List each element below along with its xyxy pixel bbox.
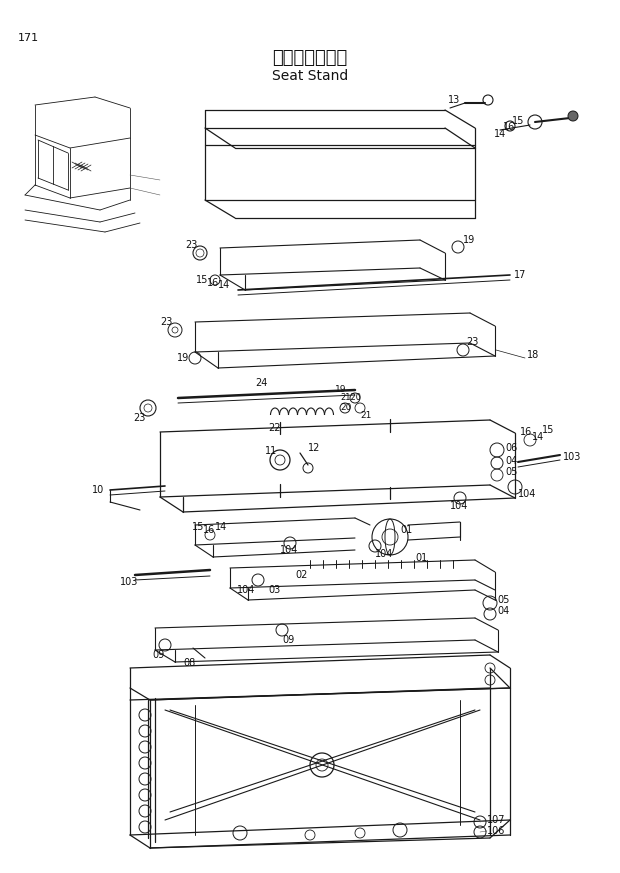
Text: 15: 15 [196,275,208,285]
Text: 23: 23 [160,317,172,327]
Text: 02: 02 [295,570,308,580]
Text: 11: 11 [265,446,277,456]
Text: 19: 19 [463,235,476,245]
Text: 09: 09 [152,650,164,660]
Text: 104: 104 [237,585,255,595]
Text: 104: 104 [518,489,536,499]
Text: 21: 21 [360,410,371,420]
Text: 104: 104 [280,545,298,555]
Text: 16: 16 [203,525,215,535]
Text: 13: 13 [448,95,460,105]
Text: 12: 12 [308,443,321,453]
Text: 15: 15 [192,522,205,532]
Text: 171: 171 [18,33,39,43]
Text: 15: 15 [542,425,554,435]
Text: 14: 14 [218,280,230,290]
Text: 10: 10 [92,485,104,495]
Text: 14: 14 [494,129,507,139]
Text: 23: 23 [185,240,197,250]
Text: 16: 16 [520,427,532,437]
Text: 09: 09 [282,635,294,645]
Text: 05: 05 [505,467,517,477]
Text: 17: 17 [514,270,526,280]
Text: 18: 18 [527,350,539,360]
Text: 16: 16 [503,122,515,132]
Text: 15: 15 [512,116,525,126]
Text: 2120: 2120 [340,394,361,402]
Text: 14: 14 [215,522,228,532]
Text: 19: 19 [177,353,189,363]
Text: 04: 04 [505,456,517,466]
Text: 106: 106 [487,826,505,836]
Text: 03: 03 [268,585,280,595]
Text: シートスタンド: シートスタンド [272,49,348,67]
Text: 23: 23 [466,337,479,347]
Text: 01: 01 [415,553,427,563]
Text: 05: 05 [497,595,510,605]
Text: 08: 08 [183,658,195,668]
Text: 14: 14 [532,432,544,442]
Text: 22: 22 [268,423,280,433]
Circle shape [568,111,578,121]
Text: 23: 23 [133,413,145,423]
Text: 01: 01 [400,525,412,535]
Text: 107: 107 [487,815,505,825]
Text: 103: 103 [563,452,582,462]
Text: 06: 06 [505,443,517,453]
Text: 04: 04 [497,606,509,616]
Text: 104: 104 [375,549,393,559]
Text: 24: 24 [255,378,267,388]
Text: 19: 19 [335,386,347,395]
Text: 20: 20 [340,403,352,413]
Text: 103: 103 [120,577,138,587]
Text: 104: 104 [450,501,468,511]
Text: Seat Stand: Seat Stand [272,69,348,83]
Text: 16: 16 [207,278,219,288]
